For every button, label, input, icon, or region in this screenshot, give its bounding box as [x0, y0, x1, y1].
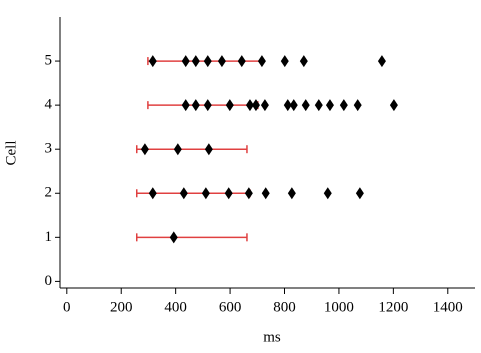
y-tick-label: 5 — [45, 53, 53, 69]
x-tick-label: 1200 — [378, 299, 408, 315]
point — [173, 143, 182, 156]
point — [148, 55, 157, 68]
point — [204, 143, 213, 156]
point — [261, 187, 270, 200]
x-tick-label: 200 — [110, 299, 133, 315]
point — [283, 99, 292, 112]
point — [148, 187, 157, 200]
point — [325, 99, 334, 112]
x-tick-label: 1400 — [433, 299, 463, 315]
point — [377, 55, 386, 68]
point — [280, 55, 289, 68]
y-tick-label: 0 — [45, 273, 53, 289]
point — [225, 99, 234, 112]
point — [299, 55, 308, 68]
point — [179, 187, 188, 200]
point — [203, 55, 212, 68]
point — [339, 99, 348, 112]
point — [224, 187, 233, 200]
x-tick-label: 1000 — [324, 299, 354, 315]
point — [169, 231, 178, 244]
point — [260, 99, 269, 112]
y-axis-label: Cell — [3, 141, 19, 166]
point — [314, 99, 323, 112]
point — [301, 99, 310, 112]
point — [203, 99, 212, 112]
point — [181, 99, 190, 112]
y-tick-label: 4 — [45, 97, 53, 113]
x-tick-label: 800 — [273, 299, 296, 315]
x-tick-label: 600 — [219, 299, 242, 315]
x-tick-label: 0 — [63, 299, 71, 315]
x-tick-label: 400 — [164, 299, 187, 315]
y-tick-label: 1 — [45, 229, 53, 245]
point — [201, 187, 210, 200]
point — [191, 55, 200, 68]
point — [244, 187, 253, 200]
point — [389, 99, 398, 112]
point — [353, 99, 362, 112]
point — [251, 99, 260, 112]
x-axis-label: ms — [263, 329, 281, 345]
y-tick-label: 3 — [45, 141, 53, 157]
point — [140, 143, 149, 156]
point — [257, 55, 266, 68]
point — [287, 187, 296, 200]
point — [217, 55, 226, 68]
point — [323, 187, 332, 200]
point — [355, 187, 364, 200]
point — [289, 99, 298, 112]
point — [181, 55, 190, 68]
point — [245, 99, 254, 112]
point — [191, 99, 200, 112]
y-tick-label: 2 — [45, 185, 53, 201]
point — [237, 55, 246, 68]
